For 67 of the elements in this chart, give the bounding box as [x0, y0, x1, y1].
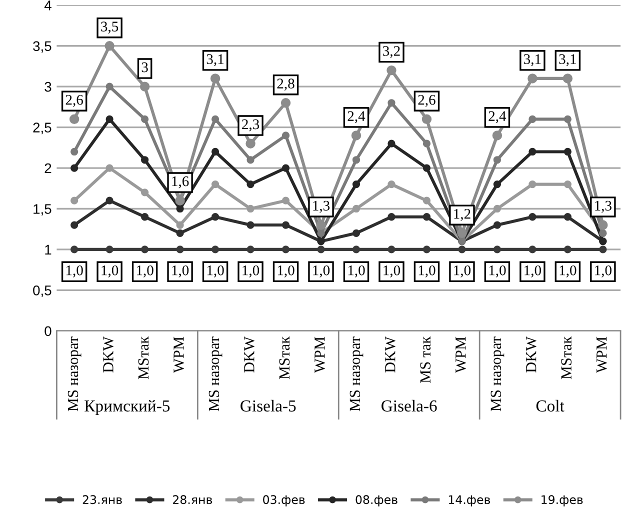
text: Gisela-5 — [240, 400, 296, 412]
data-label: 3,1 — [559, 54, 576, 66]
x-tick-label: DKW — [385, 336, 396, 372]
legend-label: 19.фев — [542, 495, 583, 506]
x-tick-label: WPM — [174, 336, 184, 373]
y-tick-label: 0 — [44, 326, 52, 336]
data-label: 3,5 — [101, 22, 118, 34]
legend-label: 14.фев — [448, 495, 490, 506]
data-label: 3,1 — [524, 54, 541, 66]
data-label: 1,0 — [454, 265, 471, 278]
legend-label: 08.фев — [356, 495, 398, 506]
text: Colt — [536, 400, 564, 412]
data-label: 1,0 — [595, 265, 612, 278]
x-tick-label: MS так — [420, 336, 431, 383]
data-label: 1,0 — [313, 265, 330, 278]
data-label: 2,8 — [277, 78, 294, 91]
y-tick-label: 2,5 — [33, 122, 52, 134]
data-label: 1,0 — [207, 265, 224, 278]
data-label: 1,0 — [172, 265, 189, 278]
data-label: 1,0 — [418, 265, 436, 278]
legend-label: 28.янв — [173, 495, 212, 504]
text: Кримский-5 — [84, 400, 170, 415]
data-label: 1,6 — [172, 176, 189, 188]
data-label: 1,0 — [102, 265, 118, 278]
legend-label: 03.фев — [263, 495, 305, 506]
data-label: 2,3 — [242, 119, 260, 132]
x-tick-label: WPM — [314, 336, 325, 373]
y-tick-label: 3,5 — [33, 41, 52, 53]
data-label: 1,0 — [560, 265, 576, 278]
x-tick-label: WPM — [596, 336, 607, 373]
y-tick-label: 4 — [44, 0, 52, 10]
y-tick-label: 2 — [44, 163, 52, 174]
x-tick-label: MS назорат — [350, 336, 364, 412]
x-tick-label: WPM — [456, 336, 466, 373]
x-tick-label: DKW — [526, 336, 536, 372]
x-tick-label: MSтак — [138, 336, 149, 380]
data-label: 2,4 — [488, 111, 506, 124]
data-label: 1,0 — [242, 265, 260, 278]
data-label: 3 — [142, 62, 148, 72]
y-tick-label: 1 — [45, 244, 52, 254]
x-tick-label: MS назорат — [490, 336, 504, 412]
data-label: 2,4 — [348, 111, 366, 124]
x-tick-label: MS назорат — [68, 336, 82, 412]
x-tick-label: MS назорат — [208, 336, 222, 412]
data-label: 1,3 — [595, 200, 612, 213]
data-label: 1,0 — [66, 265, 83, 278]
x-tick-label: DKW — [103, 336, 114, 372]
data-label: 3,2 — [383, 46, 400, 58]
x-tick-label: MSтак — [279, 336, 290, 380]
data-label: 2,6 — [66, 94, 83, 107]
y-tick-label: 0,5 — [33, 286, 52, 297]
y-tick-label: 3 — [44, 82, 52, 92]
data-label: 1,0 — [136, 265, 154, 278]
legend-label: 23.янв — [82, 495, 122, 504]
x-tick-label: DKW — [244, 336, 254, 372]
data-label: 1,0 — [524, 265, 542, 278]
data-label: 1,0 — [348, 265, 365, 278]
data-label: 1,3 — [313, 200, 330, 213]
x-tick-label: MSтак — [561, 336, 572, 380]
data-label: 1,0 — [278, 265, 294, 278]
data-label: 1,0 — [489, 265, 506, 278]
data-label: 2,6 — [418, 94, 436, 107]
text: Gisela-6 — [382, 400, 437, 412]
data-label: 1,2 — [454, 208, 470, 221]
data-label: 3,1 — [206, 54, 224, 66]
y-tick-label: 1,5 — [34, 204, 52, 216]
data-label: 1,0 — [384, 265, 400, 278]
